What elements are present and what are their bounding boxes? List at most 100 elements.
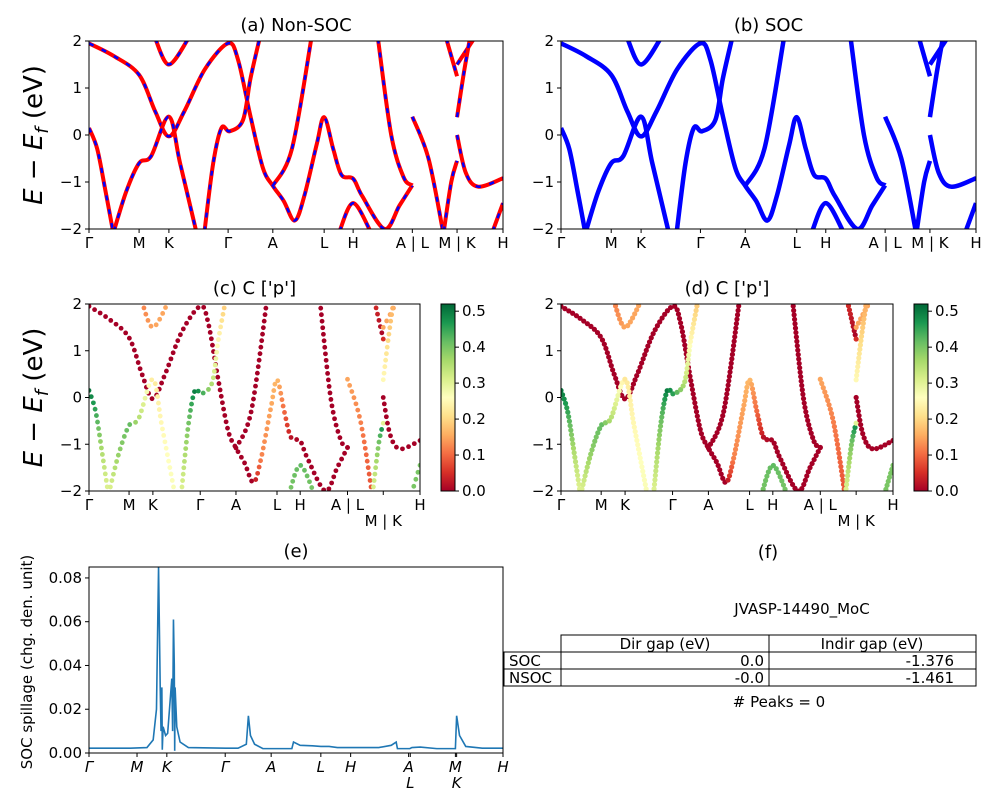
- x-tick-label: M: [123, 496, 136, 514]
- band-point: [601, 341, 607, 347]
- band-point: [282, 410, 287, 415]
- band-point: [850, 433, 856, 439]
- x-tick-label: A: [740, 234, 751, 252]
- band-point: [858, 422, 864, 428]
- panel-title: (e): [283, 541, 308, 562]
- band-point: [713, 458, 719, 465]
- band-point: [833, 432, 839, 439]
- band-point: [727, 369, 733, 375]
- band-point: [773, 466, 779, 472]
- band-point: [663, 392, 669, 398]
- band-point: [575, 477, 581, 483]
- band-point: [643, 347, 649, 353]
- band-point: [380, 420, 386, 426]
- band-point: [417, 438, 420, 443]
- band-point: [149, 377, 155, 383]
- band-line-nonsoc: [444, 41, 459, 77]
- band-point: [390, 305, 395, 311]
- band-point: [795, 347, 801, 353]
- band-point: [195, 388, 201, 394]
- table-cell-nsoc-dir: -0.0: [735, 669, 764, 687]
- band-point: [180, 326, 186, 332]
- band-point: [236, 439, 242, 445]
- band-point: [667, 387, 673, 393]
- band-point: [846, 307, 853, 313]
- band-point: [834, 441, 841, 447]
- band-point: [859, 426, 865, 432]
- band-point: [288, 484, 294, 490]
- band-point: [652, 327, 658, 333]
- y-tick-label: −1: [60, 435, 82, 453]
- colorbar-tick-label: 0.1: [935, 446, 959, 464]
- band-point: [791, 316, 798, 322]
- band-line-soc: [927, 41, 945, 118]
- band-point: [845, 468, 851, 474]
- band-point: [592, 438, 598, 444]
- band-point: [795, 352, 801, 358]
- band-point: [163, 305, 168, 310]
- band-point: [801, 400, 807, 406]
- band-point: [606, 418, 612, 424]
- band-point: [119, 440, 125, 446]
- band-point: [156, 400, 161, 406]
- band-point: [826, 402, 832, 408]
- band-point: [251, 396, 256, 402]
- y-label-sub: f: [32, 387, 53, 396]
- table-cell-soc-dir: 0.0: [740, 652, 764, 670]
- band-line-soc: [848, 41, 887, 188]
- band-point: [662, 311, 668, 317]
- x-tick-label: H: [767, 496, 778, 514]
- band-point: [141, 305, 147, 311]
- band-point: [584, 464, 590, 470]
- y-label-tail: (eV): [19, 328, 49, 390]
- x-tick-label: Γ: [557, 234, 566, 252]
- band-point: [576, 481, 582, 487]
- band-point: [634, 307, 640, 313]
- band-point: [765, 469, 771, 475]
- band-point: [654, 323, 661, 329]
- band-point: [322, 344, 328, 350]
- band-point: [379, 427, 385, 432]
- band-point: [123, 330, 129, 336]
- band-point: [731, 455, 737, 461]
- band-point: [168, 471, 174, 477]
- band-point: [700, 435, 706, 441]
- band-point: [733, 325, 739, 331]
- band-point: [413, 476, 419, 482]
- band-point: [89, 394, 94, 400]
- band-point: [272, 381, 278, 387]
- band-point: [268, 407, 273, 413]
- band-point: [730, 347, 736, 353]
- band-point: [736, 304, 742, 309]
- band-point: [249, 478, 254, 484]
- band-point: [855, 403, 861, 410]
- band-point: [732, 334, 738, 340]
- band-point: [637, 364, 643, 370]
- band-point: [260, 325, 266, 331]
- band-point: [174, 490, 176, 491]
- band-point: [184, 320, 189, 326]
- band-point: [720, 475, 726, 481]
- band-point: [191, 310, 197, 315]
- band-point: [92, 406, 98, 412]
- band-point: [659, 410, 666, 416]
- band-point: [882, 442, 888, 448]
- band-point: [651, 486, 657, 491]
- band-point: [855, 320, 862, 326]
- band-point: [808, 430, 814, 436]
- band-point: [374, 458, 379, 464]
- band-line-soc: [561, 127, 587, 229]
- band-point: [858, 333, 865, 339]
- plot-area: [89, 304, 420, 491]
- band-point: [318, 305, 324, 311]
- band-point: [813, 442, 820, 449]
- plot-area: [561, 41, 976, 229]
- band-point: [396, 304, 398, 305]
- band-point: [589, 447, 595, 453]
- band-point: [604, 350, 610, 356]
- band-point: [259, 451, 265, 457]
- band-point: [755, 412, 761, 418]
- band-point: [139, 372, 145, 378]
